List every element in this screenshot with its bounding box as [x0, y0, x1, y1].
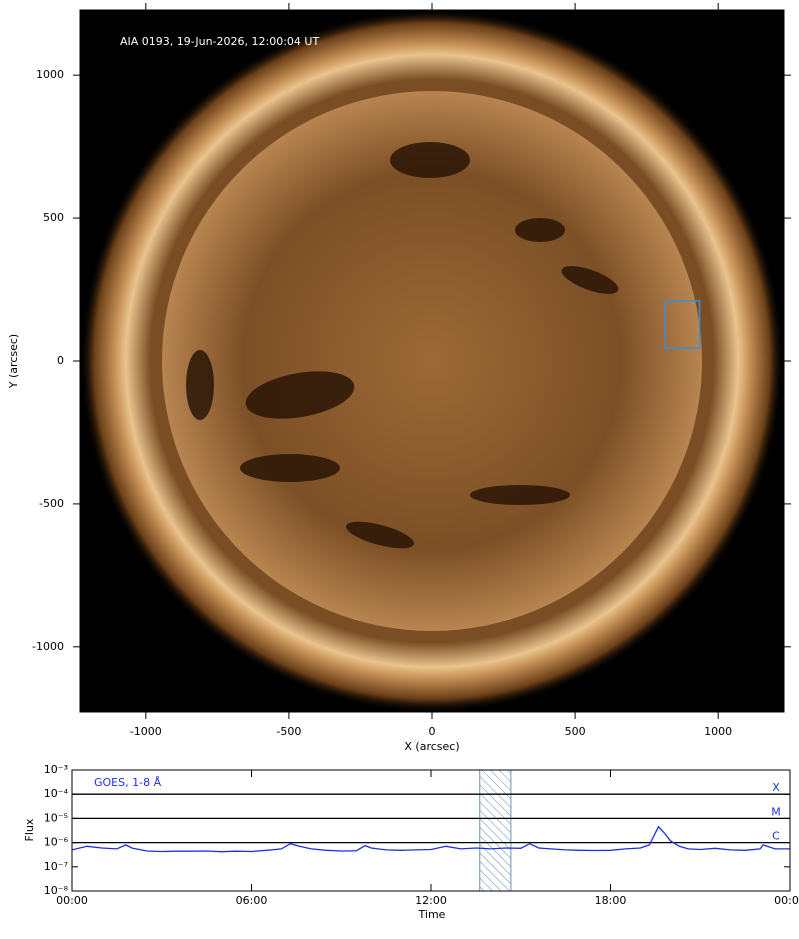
flux-line: [71, 825, 790, 853]
y-tick-label: 0: [57, 354, 64, 367]
x-axis-label: X (arcsec): [404, 740, 459, 753]
plot-background: [72, 770, 790, 891]
x-tick-label: -500: [276, 725, 301, 738]
x-tick-label: 18:00: [595, 894, 627, 907]
x-axis-label: Time: [418, 908, 446, 921]
x-tick-label: 00:00: [774, 894, 799, 907]
x-tick-label: 00:00: [56, 894, 88, 907]
x-tick-label: 0: [429, 725, 436, 738]
x-tick-label: -1000: [130, 725, 162, 738]
flare-class-label: M: [771, 805, 781, 818]
x-tick-label: 06:00: [236, 894, 268, 907]
y-tick-label: 1000: [36, 68, 64, 81]
y-tick-label: 10⁻⁴: [44, 787, 69, 800]
y-axis-label: Flux: [23, 818, 36, 841]
y-tick-label: 10⁻⁷: [44, 860, 68, 873]
y-tick-label: 500: [43, 211, 64, 224]
y-tick-label: 10⁻⁵: [44, 811, 68, 824]
x-tick-label: 500: [565, 725, 586, 738]
region-box: [664, 300, 701, 349]
flare-class-label: C: [772, 830, 780, 843]
legend-label: GOES, 1-8 Å: [94, 776, 162, 789]
x-tick-label: 1000: [704, 725, 732, 738]
y-axis-label: Y (arcsec): [7, 334, 20, 389]
flare-class-label: X: [772, 781, 780, 794]
goes-panel: Time Flux XMC GOES, 1-8 Å 00:00 06:00 12:00 1…: [23, 763, 799, 921]
y-tick-label: 10⁻⁶: [44, 836, 69, 849]
solar-image-panel: AIA 0193, 19-Jun-2026, 12:00:04 UT X (ar…: [7, 3, 791, 753]
y-tick-label: -1000: [32, 640, 64, 653]
y-tick-label: 10⁻⁸: [44, 884, 69, 897]
y-tick-label: -500: [39, 497, 64, 510]
shaded-span: [479, 769, 512, 892]
y-tick-label: 10⁻³: [44, 763, 68, 776]
coronal-holes: [186, 142, 619, 549]
annotation: AIA 0193, 19-Jun-2026, 12:00:04 UT: [120, 35, 319, 48]
x-tick-label: 12:00: [415, 894, 447, 907]
